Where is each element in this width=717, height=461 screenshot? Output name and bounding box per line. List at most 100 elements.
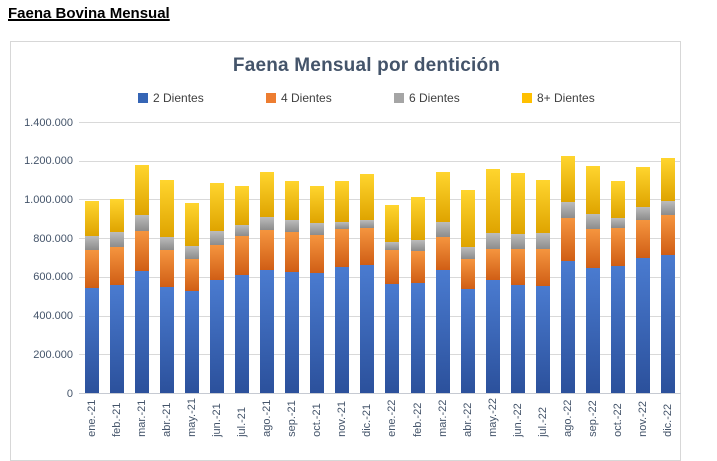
x-tick-label: dic.-21	[361, 403, 374, 437]
bar-segment	[209, 279, 224, 394]
bar-segment	[460, 189, 475, 247]
bar-segment	[360, 265, 375, 394]
bar-segment	[485, 233, 500, 249]
bar-segment	[586, 214, 601, 230]
x-tick: may.-22	[480, 398, 505, 437]
bar-segment	[159, 237, 174, 250]
x-tick-label: oct.-22	[612, 403, 625, 437]
bar-segment	[134, 164, 149, 215]
legend-label: 2 Dientes	[153, 91, 204, 105]
bar-segment	[235, 274, 249, 394]
x-tick-label: ene.-21	[85, 399, 98, 437]
bar	[581, 123, 606, 394]
bar-segment	[385, 205, 400, 243]
bar-segment	[586, 268, 601, 394]
bar-segment	[209, 183, 224, 232]
bar-stack	[510, 173, 525, 394]
bar-stack	[285, 181, 300, 394]
bar-stack	[535, 180, 550, 394]
bar-segment	[285, 272, 300, 394]
x-tick-label: jul.-21	[236, 406, 248, 437]
bar-segment	[410, 240, 425, 251]
bar-segment	[561, 155, 576, 203]
bar-segment	[661, 254, 676, 394]
x-tick-label: ago.-21	[261, 399, 274, 437]
x-tick-label: mar.-22	[436, 399, 449, 437]
bar-segment	[235, 224, 249, 237]
bar-segment	[335, 267, 350, 394]
bar-segment	[310, 273, 325, 394]
bar	[505, 123, 530, 394]
bar-segment	[535, 233, 550, 249]
bar-stack	[586, 165, 601, 394]
x-tick: ago.-21	[255, 398, 280, 437]
x-tick: jun.-22	[505, 398, 530, 437]
x-tick-label: nov.-21	[336, 401, 349, 437]
bar-segment	[360, 174, 375, 220]
bar	[405, 123, 430, 394]
bar-stack	[84, 201, 99, 394]
bar-segment	[410, 282, 425, 394]
bar	[355, 123, 380, 394]
x-tick: sep.-21	[280, 398, 305, 437]
bar-segment	[561, 261, 576, 394]
y-tick-label: 400.000	[33, 310, 73, 323]
gridline	[79, 315, 681, 317]
bar-segment	[510, 173, 525, 235]
bar	[455, 123, 480, 394]
bar-segment	[335, 181, 350, 222]
bar-segment	[661, 214, 676, 255]
x-tick-label: abr.-21	[160, 402, 173, 437]
bar-stack	[561, 155, 576, 394]
bar-segment	[260, 172, 275, 217]
bar-segment	[360, 219, 375, 228]
chart-legend: 2 Dientes 4 Dientes 6 Dientes 8+ Dientes	[138, 91, 650, 105]
bar-stack	[360, 174, 375, 394]
bars	[79, 123, 681, 394]
bar-segment	[510, 248, 525, 285]
x-tick-label: feb.-22	[411, 402, 424, 437]
x-tick-label: abr.-22	[461, 402, 474, 437]
x-tick: may.-21	[179, 398, 204, 437]
x-tick: sep.-22	[581, 398, 606, 437]
x-tick-label: sep.-22	[587, 400, 600, 437]
x-tick: abr.-22	[455, 398, 480, 437]
bar-segment	[485, 248, 500, 280]
x-tick: dic.-22	[656, 398, 681, 437]
bar-segment	[510, 284, 525, 394]
gridline	[79, 354, 681, 356]
bar-stack	[235, 185, 249, 394]
bar-segment	[611, 227, 626, 267]
x-tick: dic.-21	[355, 398, 380, 437]
x-tick: mar.-22	[430, 398, 455, 437]
bar-segment	[636, 219, 651, 258]
bar-stack	[661, 157, 676, 394]
bar-segment	[561, 217, 576, 262]
bar-segment	[184, 258, 199, 292]
bar	[280, 123, 305, 394]
x-tick-label: jul.-22	[536, 406, 549, 437]
bar-segment	[535, 180, 550, 234]
bar	[229, 123, 254, 394]
chart[interactable]: Faena Mensual por dentición 2 Dientes 4 D…	[10, 41, 681, 461]
legend-swatch	[394, 93, 404, 103]
bar-stack	[134, 164, 149, 394]
bar-segment	[310, 222, 325, 236]
bar-segment	[84, 201, 99, 237]
bar-segment	[84, 287, 99, 394]
x-tick: jul.-21	[229, 398, 254, 437]
bar-segment	[360, 227, 375, 266]
legend-label: 4 Dientes	[281, 91, 332, 105]
page-title: Faena Bovina Mensual	[8, 5, 170, 22]
x-tick-label: may.-21	[185, 398, 198, 437]
x-tick: ago.-22	[555, 398, 580, 437]
x-tick-label: sep.-21	[286, 400, 299, 437]
legend-swatch	[522, 93, 532, 103]
bar-segment	[109, 284, 124, 394]
bar-segment	[661, 157, 676, 202]
x-tick-label: feb.-21	[110, 402, 123, 437]
bar	[255, 123, 280, 394]
bar-segment	[435, 172, 450, 222]
bar	[430, 123, 455, 394]
y-tick-label: 1.000.000	[24, 193, 73, 206]
